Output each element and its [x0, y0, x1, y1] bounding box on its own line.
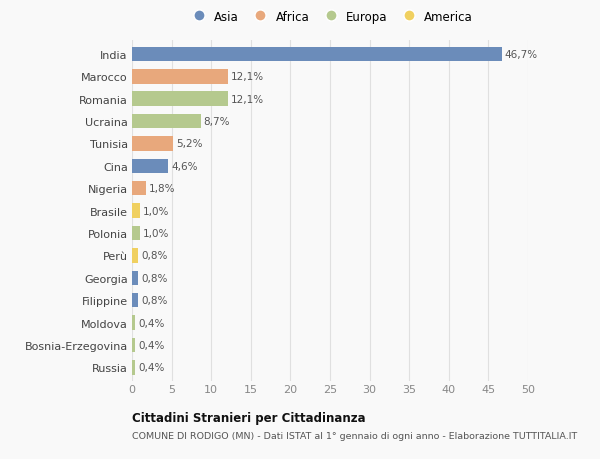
- Text: 0,8%: 0,8%: [141, 296, 167, 306]
- Bar: [132, 338, 135, 353]
- Bar: [132, 137, 173, 151]
- Text: 12,1%: 12,1%: [230, 72, 264, 82]
- Bar: [132, 293, 139, 308]
- Bar: [132, 159, 169, 174]
- Text: 0,8%: 0,8%: [141, 251, 167, 261]
- Text: 46,7%: 46,7%: [505, 50, 538, 60]
- Bar: [132, 70, 228, 84]
- Text: 1,8%: 1,8%: [149, 184, 176, 194]
- Bar: [132, 226, 140, 241]
- Text: 1,0%: 1,0%: [143, 229, 169, 239]
- Text: 0,4%: 0,4%: [138, 340, 164, 350]
- Text: 0,4%: 0,4%: [138, 318, 164, 328]
- Bar: [132, 114, 201, 129]
- Text: 0,8%: 0,8%: [141, 273, 167, 283]
- Bar: [132, 360, 135, 375]
- Text: 5,2%: 5,2%: [176, 139, 202, 149]
- Text: 0,4%: 0,4%: [138, 363, 164, 373]
- Text: 12,1%: 12,1%: [230, 95, 264, 104]
- Bar: [132, 204, 140, 218]
- Text: COMUNE DI RODIGO (MN) - Dati ISTAT al 1° gennaio di ogni anno - Elaborazione TUT: COMUNE DI RODIGO (MN) - Dati ISTAT al 1°…: [132, 431, 577, 441]
- Bar: [132, 181, 146, 196]
- Bar: [132, 316, 135, 330]
- Bar: [132, 249, 139, 263]
- Legend: Asia, Africa, Europa, America: Asia, Africa, Europa, America: [185, 8, 475, 26]
- Bar: [132, 47, 502, 62]
- Bar: [132, 271, 139, 285]
- Text: 8,7%: 8,7%: [203, 117, 230, 127]
- Text: 1,0%: 1,0%: [143, 206, 169, 216]
- Text: Cittadini Stranieri per Cittadinanza: Cittadini Stranieri per Cittadinanza: [132, 411, 365, 424]
- Text: 4,6%: 4,6%: [171, 162, 198, 172]
- Bar: [132, 92, 228, 106]
